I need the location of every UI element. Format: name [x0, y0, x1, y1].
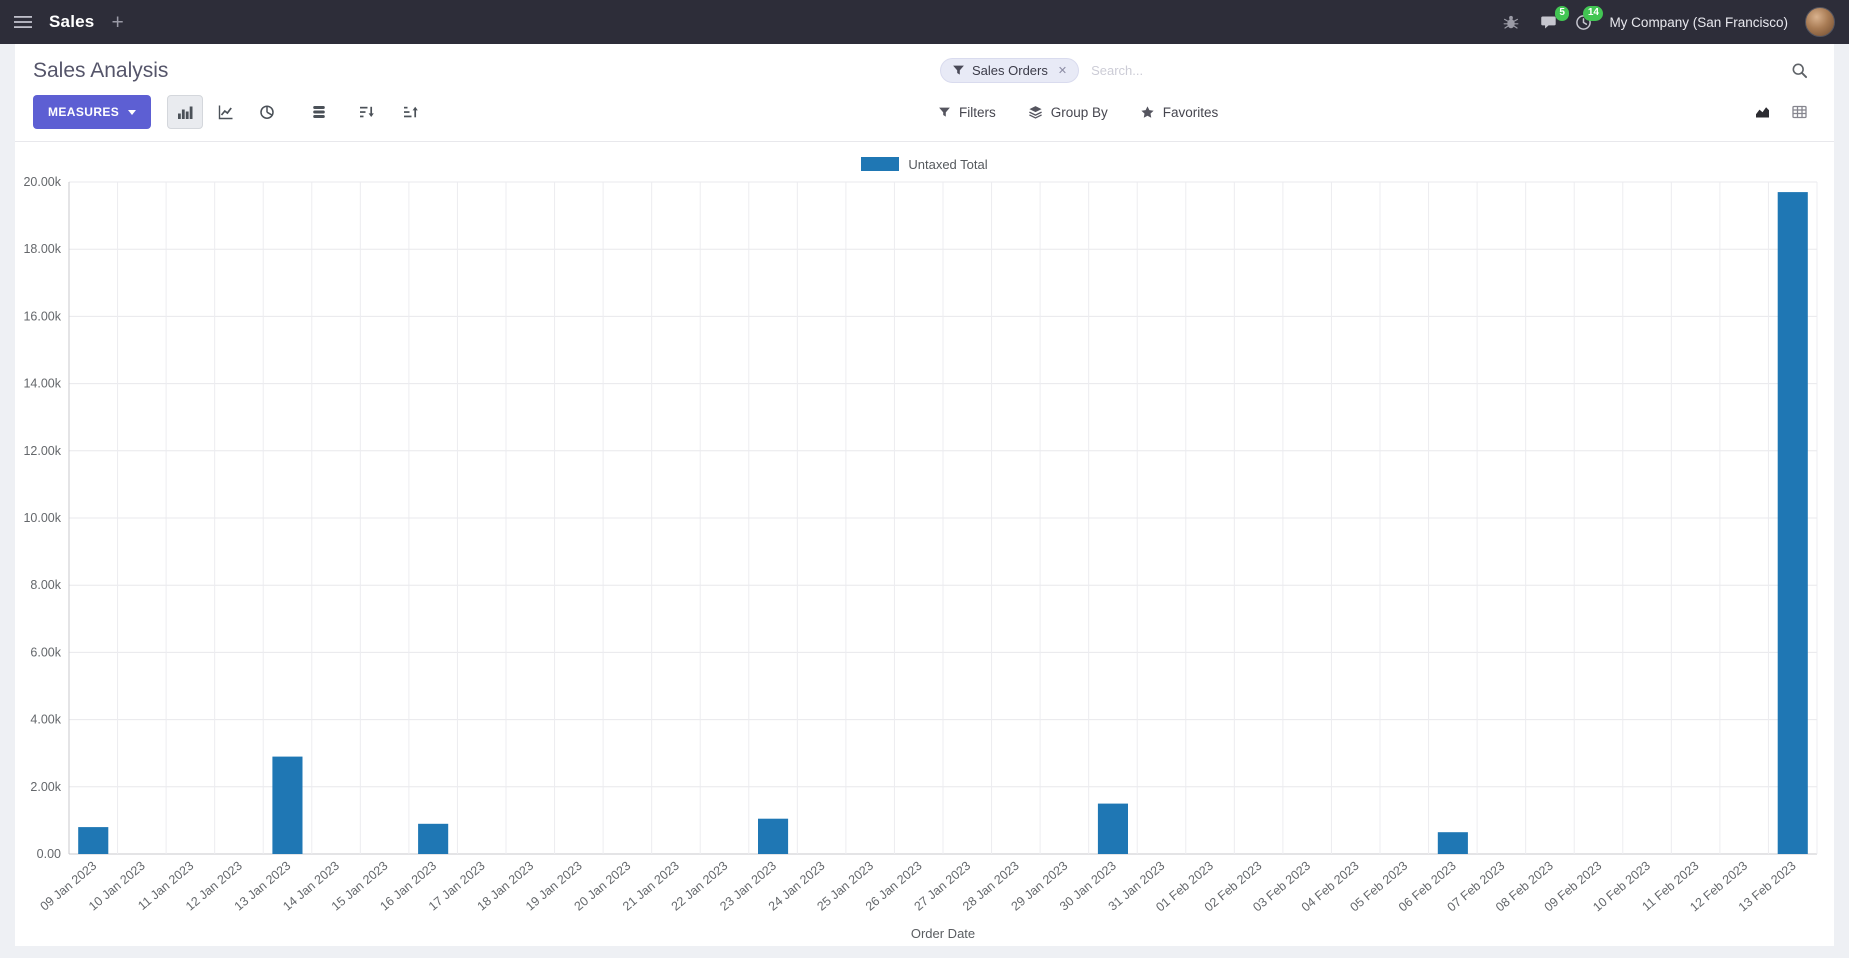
app-name[interactable]: Sales	[49, 12, 95, 31]
magnifier-icon	[1792, 63, 1808, 79]
line-chart-button[interactable]	[208, 95, 244, 129]
activities-badge: 14	[1583, 5, 1604, 21]
y-tick-label: 2.00k	[30, 780, 61, 794]
y-tick-label: 0.00	[37, 847, 61, 861]
search-facet-label: Sales Orders	[972, 63, 1048, 78]
chat-bubble-icon	[1541, 15, 1557, 29]
pie-chart-button[interactable]	[249, 95, 285, 129]
control-panel: Sales Analysis Sales Orders ✕	[15, 44, 1834, 142]
main-content: Sales Analysis Sales Orders ✕	[15, 44, 1834, 946]
pivot-view-button[interactable]	[1782, 97, 1816, 127]
y-tick-label: 12.00k	[23, 444, 61, 458]
filters-label: Filters	[959, 104, 996, 120]
hamburger-icon	[14, 16, 32, 28]
search-bar[interactable]: Sales Orders ✕	[936, 56, 1816, 85]
bar-chart-button[interactable]	[167, 95, 204, 129]
graph-view-button[interactable]	[1745, 97, 1779, 127]
page-title: Sales Analysis	[33, 58, 169, 82]
group-by-label: Group By	[1050, 104, 1108, 120]
control-panel-bottom-row: MEASURES	[15, 89, 1834, 141]
search-input[interactable]	[1089, 62, 1777, 79]
measures-button[interactable]: MEASURES	[33, 95, 152, 129]
sort-controls	[349, 95, 429, 129]
bar[interactable]	[1097, 803, 1128, 854]
table-grid-icon	[1791, 105, 1807, 119]
apps-menu-icon[interactable]	[10, 10, 36, 34]
bar[interactable]	[1437, 832, 1468, 854]
legend-swatch	[861, 157, 900, 171]
bar[interactable]	[758, 818, 789, 854]
y-tick-label: 18.00k	[23, 242, 61, 256]
bar[interactable]	[78, 827, 109, 854]
search-icon[interactable]	[1787, 58, 1812, 83]
layers-icon	[1028, 105, 1042, 119]
favorites-label: Favorites	[1162, 104, 1219, 120]
user-avatar[interactable]	[1805, 7, 1835, 37]
group-by-button[interactable]: Group By	[1026, 101, 1110, 124]
chevron-down-icon	[128, 109, 137, 115]
chart-legend[interactable]: Untaxed Total	[19, 152, 1830, 176]
stacked-toggle-button[interactable]	[301, 95, 337, 129]
messages-button[interactable]: 5	[1540, 5, 1570, 31]
bar-chart-icon	[178, 106, 193, 119]
sort-ascending-icon	[404, 106, 419, 118]
activities-button[interactable]: 14	[1575, 5, 1604, 31]
top-navbar: Sales + 5 14 My C	[0, 0, 1849, 44]
debug-button[interactable]	[1499, 10, 1523, 34]
line-chart-icon	[219, 105, 233, 120]
x-axis-title: Order Date	[911, 926, 975, 941]
bar[interactable]	[272, 756, 303, 854]
star-icon	[1141, 105, 1154, 118]
remove-facet-icon[interactable]: ✕	[1057, 65, 1068, 77]
new-tab-icon[interactable]: +	[111, 10, 124, 34]
y-tick-label: 8.00k	[30, 578, 61, 592]
y-tick-label: 14.00k	[23, 377, 61, 391]
y-tick-label: 10.00k	[23, 511, 61, 525]
search-options: Filters Group By Fav	[936, 101, 1220, 124]
company-name[interactable]: My Company (San Francisco)	[1609, 14, 1788, 30]
view-switcher	[1745, 97, 1816, 127]
y-tick-label: 6.00k	[30, 645, 61, 659]
favorites-button[interactable]: Favorites	[1138, 101, 1221, 124]
bar[interactable]	[418, 823, 449, 854]
chart-type-switcher	[167, 95, 285, 129]
control-panel-right: Filters Group By Fav	[936, 97, 1816, 127]
bar[interactable]	[1777, 192, 1808, 855]
sort-ascending-button[interactable]	[393, 95, 429, 129]
funnel-icon	[953, 65, 964, 75]
y-tick-label: 16.00k	[23, 309, 61, 323]
navbar-left: Sales +	[10, 10, 128, 34]
bar-chart[interactable]: 0.00 2.00k 4.00k 6.00k 8.00k 10.00k 12.00k 14.0…	[19, 176, 1825, 946]
navbar-right: 5 14 My Company (San Francisco)	[1499, 5, 1835, 37]
bug-icon	[1504, 15, 1519, 29]
sort-descending-icon	[360, 106, 375, 118]
measures-label: MEASURES	[48, 105, 120, 119]
legend-label: Untaxed Total	[908, 156, 988, 172]
control-panel-top-row: Sales Analysis Sales Orders ✕	[15, 44, 1834, 89]
filters-button[interactable]: Filters	[936, 101, 998, 124]
y-tick-label: 4.00k	[30, 713, 61, 727]
search-facet-sales-orders[interactable]: Sales Orders ✕	[940, 58, 1080, 83]
area-chart-icon	[1755, 107, 1769, 118]
y-tick-label: 20.00k	[23, 176, 61, 189]
sort-descending-button[interactable]	[349, 95, 385, 129]
stacked-bars-icon	[313, 106, 326, 118]
funnel-icon	[939, 107, 950, 117]
graph-view: Untaxed Total 0.00 2.00k 4.00k 6.00k 8.00k 10…	[15, 142, 1834, 946]
messages-badge: 5	[1554, 5, 1570, 21]
pie-chart-icon	[260, 105, 274, 119]
